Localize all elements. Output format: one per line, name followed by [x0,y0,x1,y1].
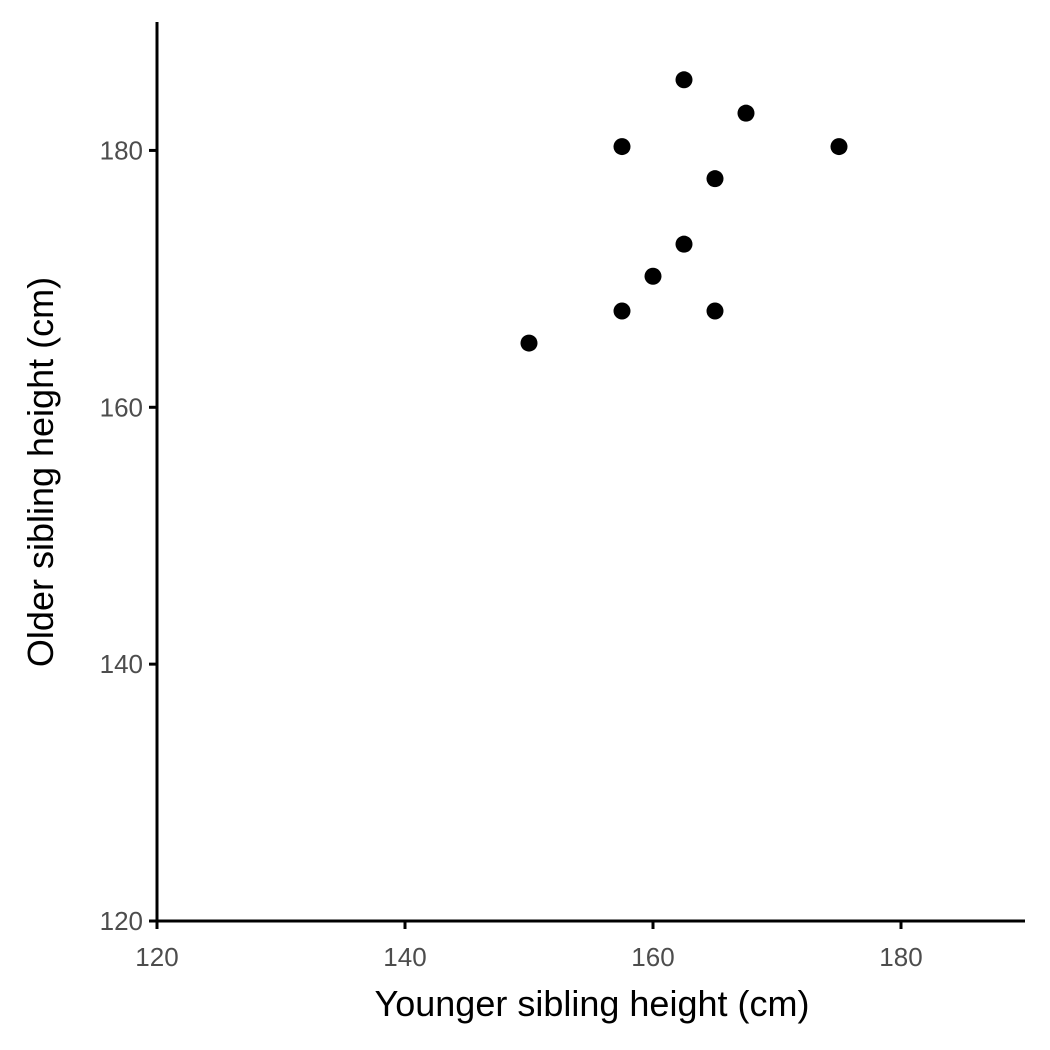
x-ticks: 120 140 160 180 [135,921,923,972]
data-point [830,138,848,156]
y-tick-label: 160 [100,392,143,422]
x-tick-label: 140 [383,942,426,972]
x-tick-label: 120 [135,942,178,972]
data-point [675,235,693,253]
data-point [737,104,755,122]
data-point [706,170,724,188]
x-tick-label: 180 [879,942,922,972]
y-axis: 120 140 160 180 [100,22,159,936]
y-axis-title: Older sibling height (cm) [20,277,61,667]
data-points [520,71,848,352]
data-point [675,71,693,89]
y-tick-label: 120 [100,906,143,936]
data-point [520,334,538,352]
x-axis-title: Younger sibling height (cm) [375,983,810,1024]
data-point [644,267,662,285]
x-axis: 120 140 160 180 [135,919,1025,972]
y-tick-label: 140 [100,649,143,679]
y-ticks: 120 140 160 180 [100,135,157,936]
data-point [613,138,631,156]
data-point [706,302,724,320]
y-tick-label: 180 [100,135,143,165]
data-point [613,302,631,320]
x-tick-label: 160 [631,942,674,972]
